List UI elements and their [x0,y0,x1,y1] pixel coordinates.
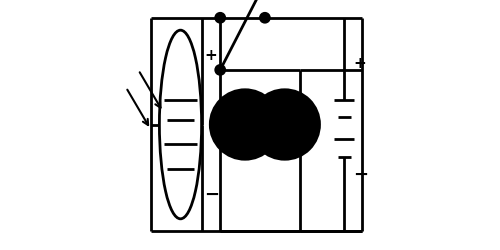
Circle shape [216,66,224,75]
Text: −: − [204,185,219,203]
Text: +: + [204,48,217,63]
Text: −: − [353,166,368,184]
Circle shape [210,90,280,160]
Circle shape [250,90,320,160]
Text: +: + [353,56,366,71]
Circle shape [260,14,270,23]
Circle shape [216,14,224,23]
Text: M: M [276,116,294,134]
Text: M: M [236,116,254,134]
Ellipse shape [160,31,202,219]
